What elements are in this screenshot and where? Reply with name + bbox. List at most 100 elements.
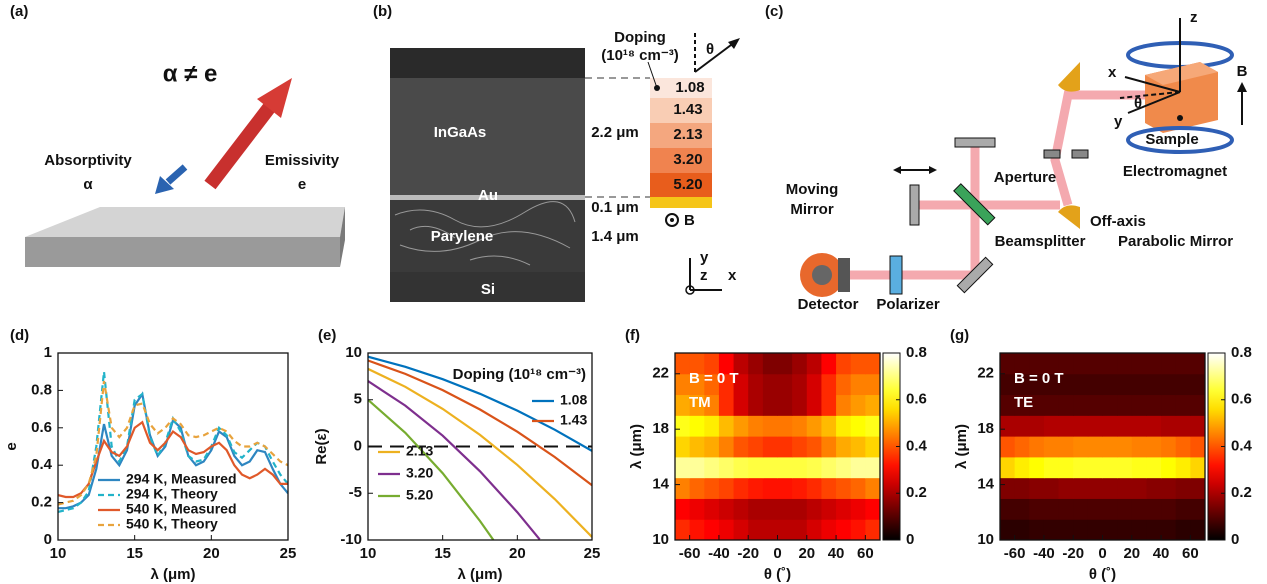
- heatmap-cell: [1088, 436, 1103, 457]
- axis-label: x: [728, 267, 737, 284]
- x-tick-label: 40: [1153, 545, 1170, 562]
- heatmap-cell: [675, 436, 690, 457]
- panel-label: (e): [318, 327, 336, 344]
- heatmap-cell: [763, 353, 778, 374]
- colorbar-label: 0: [1231, 531, 1239, 548]
- heatmap-cell: [1000, 498, 1015, 519]
- heatmap-cell: [1044, 478, 1059, 499]
- y-tick-label: 10: [652, 531, 669, 548]
- legend-title: Doping (10¹⁸ cm⁻³): [453, 366, 586, 383]
- heatmap-cell: [1146, 374, 1161, 395]
- moving-mirror: [910, 185, 919, 225]
- label: Absorptivity: [44, 152, 132, 169]
- theta: θ: [1134, 95, 1142, 112]
- heatmap-cell: [1132, 457, 1147, 478]
- heatmap-cell: [704, 415, 719, 436]
- heatmap-cell: [807, 478, 822, 499]
- label: Mirror: [790, 201, 834, 218]
- thickness: 0.1 μm: [591, 199, 639, 216]
- arrowhead: [728, 38, 740, 49]
- field-label: B: [684, 212, 695, 229]
- heatmap-cell: [836, 374, 851, 395]
- panel-b: (b) InGaAs Au Parylene Si 2.2 μm 0.1 μm …: [373, 3, 740, 302]
- thickness: 2.2 μm: [591, 124, 639, 141]
- heatmap-cell: [1117, 395, 1132, 416]
- y-axis-label: λ (μm): [628, 424, 645, 469]
- heatmap-cell: [1190, 457, 1205, 478]
- heatmap-cell: [1146, 498, 1161, 519]
- x-tick-label: 10: [50, 545, 67, 562]
- heatmap-cell: [836, 478, 851, 499]
- heatmap-cell: [851, 436, 866, 457]
- heatmap-cell: [865, 436, 880, 457]
- heatmap-cell: [1132, 436, 1147, 457]
- legend-label: 3.20: [406, 465, 433, 481]
- heatmap-cell: [851, 478, 866, 499]
- label: Sample: [1145, 131, 1198, 148]
- detector: [812, 265, 832, 285]
- heatmap-cell: [719, 415, 734, 436]
- heatmap-cell: [763, 395, 778, 416]
- heatmap-cell: [821, 353, 836, 374]
- heatmap-cell: [704, 478, 719, 499]
- label: Moving: [786, 181, 839, 198]
- heatmap-cell: [763, 457, 778, 478]
- aperture: [1072, 150, 1088, 158]
- heatmap-cell: [1029, 519, 1044, 540]
- heatmap-cell: [704, 498, 719, 519]
- heatmap-cell: [1146, 415, 1161, 436]
- doping-title: Doping: [614, 29, 666, 46]
- label: Emissivity: [265, 152, 340, 169]
- heatmap-cell: [792, 478, 807, 499]
- x-axis-label: λ (μm): [457, 566, 502, 583]
- heatmap-cell: [1117, 519, 1132, 540]
- heatmap-cell: [719, 395, 734, 416]
- heatmap-cell: [734, 436, 749, 457]
- x-axis-label: θ (˚): [1089, 566, 1116, 583]
- polarizer: [890, 256, 902, 294]
- heatmap-cell: [1088, 519, 1103, 540]
- label: Aperture: [994, 169, 1057, 186]
- heatmap-cell: [1176, 374, 1191, 395]
- label: Detector: [798, 296, 859, 313]
- heatmap-cell: [778, 457, 793, 478]
- heatmap-cell: [1103, 478, 1118, 499]
- heatmap-cell: [778, 436, 793, 457]
- heatmap-cell: [1132, 395, 1147, 416]
- heatmap-cell: [807, 415, 822, 436]
- legend-label: 540 K, Theory: [126, 516, 218, 532]
- heatmap-cell: [1015, 478, 1030, 499]
- heatmap-cell: [748, 353, 763, 374]
- label: e: [298, 176, 306, 193]
- heatmap-cell: [1029, 498, 1044, 519]
- heatmap-cell: [778, 415, 793, 436]
- heatmap-cell: [675, 374, 690, 395]
- panel-label: (f): [625, 327, 640, 344]
- heatmap-cell: [748, 519, 763, 540]
- y-tick-label: 0: [44, 531, 52, 548]
- legend-label: 2.13: [406, 443, 433, 459]
- legend-label: 294 K, Theory: [126, 486, 218, 502]
- heatmap-cell: [1190, 374, 1205, 395]
- heatmap-cell: [1176, 415, 1191, 436]
- heatmap-cell: [1088, 498, 1103, 519]
- panel-label: (b): [373, 3, 392, 20]
- field-symbol: [670, 218, 674, 222]
- heatmap-cell: [821, 519, 836, 540]
- heatmap-cell: [1059, 519, 1074, 540]
- y-tick-label: 0.6: [31, 419, 52, 436]
- x-tick-label: 25: [280, 545, 297, 562]
- layer-label: Au: [478, 187, 498, 204]
- heatmap-cell: [792, 498, 807, 519]
- y-axis-label: λ (μm): [953, 424, 970, 469]
- x-tick-label: -20: [1062, 545, 1084, 562]
- heatmap-cell: [821, 498, 836, 519]
- doping-unit: (10¹⁸ cm⁻³): [601, 47, 679, 64]
- layer-label: Parylene: [431, 228, 494, 245]
- axis-label: z: [700, 267, 708, 284]
- heatmap-cell: [865, 519, 880, 540]
- heatmap-cell: [1059, 498, 1074, 519]
- heatmap-cell: [748, 395, 763, 416]
- heatmap-cell: [1146, 457, 1161, 478]
- x-tick-label: 25: [584, 545, 601, 562]
